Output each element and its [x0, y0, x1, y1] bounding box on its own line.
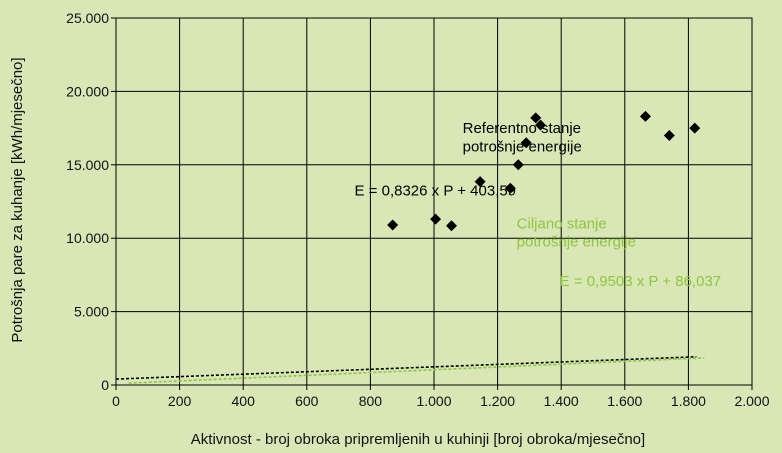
tick-labels: 0 200 400 600 800 1.000 1.200 1.400 1.600 1.800 2.… [66, 10, 770, 409]
data-point [387, 219, 399, 231]
x-tick-label: 1.600 [607, 393, 642, 409]
x-tick-label: 2.000 [734, 393, 769, 409]
annotation-label: E = 0,9503 x P + 86,037 [560, 273, 722, 290]
x-tick-label: 800 [359, 393, 383, 409]
data-point [530, 112, 542, 124]
annotation-label: potrošnje energije [517, 233, 636, 250]
annotation-label: potrošnje energije [463, 139, 582, 156]
data-points [387, 110, 701, 232]
y-tick-label: 10.000 [66, 230, 109, 246]
x-axis-title: Aktivnost - broj obroka pripremljenih u … [191, 431, 645, 448]
x-tick-label: 0 [112, 393, 120, 409]
data-point [535, 119, 547, 131]
x-tick-label: 400 [232, 393, 256, 409]
annotation-label: Ciljano stanje [517, 216, 607, 233]
data-point [520, 137, 532, 149]
trend-lines [115, 355, 705, 384]
x-tick-label: 1.000 [416, 393, 451, 409]
y-tick-label: 20.000 [66, 83, 109, 99]
data-point [689, 122, 701, 134]
data-point [445, 220, 457, 232]
annotation-label: E = 0,8326 x P + 403,59 [355, 183, 517, 200]
data-point [512, 159, 524, 171]
y-tick-label: 15.000 [66, 157, 109, 173]
reference-trend-line [115, 355, 697, 380]
data-point [504, 182, 516, 194]
annotation-label: Referentno stanje [463, 120, 581, 137]
x-tick-label: 600 [295, 393, 319, 409]
data-point [639, 110, 651, 122]
target-trend-line [128, 357, 705, 384]
y-axis-title: Potrošnja pare za kuhanje [kWh/mjesečno] [9, 57, 26, 342]
x-tick-label: 1.200 [480, 393, 515, 409]
annotations: Referentno stanje potrošnje energije E = 0… [355, 120, 722, 290]
data-point [663, 129, 675, 141]
y-tick-label: 5.000 [74, 304, 109, 320]
data-point [430, 213, 442, 225]
data-point [474, 176, 486, 188]
x-tick-label: 200 [168, 393, 192, 409]
grid [111, 17, 753, 390]
x-tick-label: 1.400 [544, 393, 579, 409]
y-tick-label: 0 [101, 377, 109, 393]
y-tick-label: 25.000 [66, 10, 109, 26]
x-tick-label: 1.800 [671, 393, 706, 409]
